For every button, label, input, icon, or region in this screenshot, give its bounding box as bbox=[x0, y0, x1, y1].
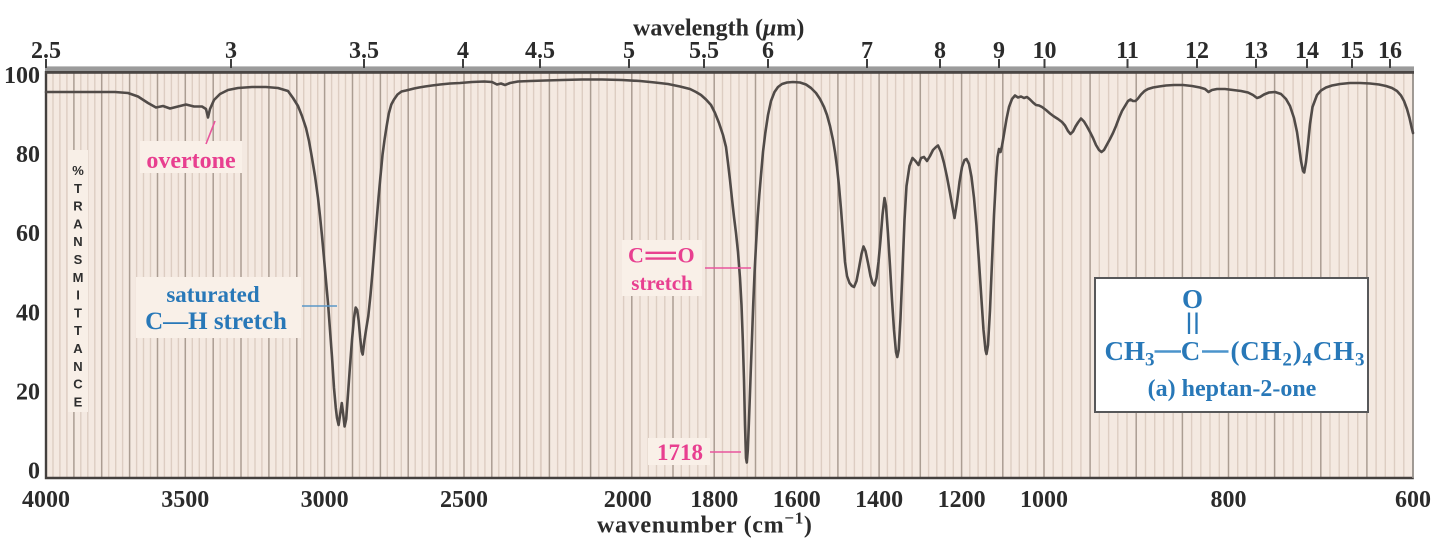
svg-text:13: 13 bbox=[1244, 38, 1268, 64]
svg-text:5: 5 bbox=[623, 38, 635, 64]
svg-text:9: 9 bbox=[993, 38, 1005, 64]
svg-text:600: 600 bbox=[1395, 487, 1431, 513]
svg-text:O: O bbox=[677, 243, 694, 268]
svg-text:1718: 1718 bbox=[657, 440, 703, 465]
svg-text:1800: 1800 bbox=[690, 487, 738, 513]
svg-text:overtone: overtone bbox=[146, 148, 236, 174]
svg-text:(CH2)4CH3: (CH2)4CH3 bbox=[1231, 336, 1366, 371]
svg-text:I: I bbox=[76, 288, 80, 303]
svg-text:40: 40 bbox=[16, 300, 40, 326]
svg-text:T: T bbox=[74, 181, 82, 196]
svg-text:saturated: saturated bbox=[166, 282, 259, 307]
svg-text:N: N bbox=[73, 359, 82, 374]
svg-text:M: M bbox=[73, 270, 84, 285]
svg-text:CH3: CH3 bbox=[1105, 336, 1155, 371]
svg-text:stretch: stretch bbox=[631, 271, 693, 295]
svg-text:A: A bbox=[73, 341, 83, 356]
svg-text:wavelength (μm): wavelength (μm) bbox=[633, 16, 804, 42]
svg-text:3500: 3500 bbox=[161, 487, 209, 513]
svg-text:3: 3 bbox=[225, 38, 237, 64]
svg-text:T: T bbox=[74, 305, 82, 320]
svg-text:R: R bbox=[73, 199, 83, 214]
svg-text:15: 15 bbox=[1340, 38, 1364, 64]
svg-text:C: C bbox=[1181, 336, 1201, 366]
svg-text:100: 100 bbox=[4, 63, 40, 89]
svg-text:3000: 3000 bbox=[301, 487, 349, 513]
svg-text:6: 6 bbox=[762, 38, 774, 64]
svg-text:4000: 4000 bbox=[22, 487, 70, 513]
svg-text:2000: 2000 bbox=[604, 487, 652, 513]
svg-text:E: E bbox=[74, 394, 83, 409]
svg-text:14: 14 bbox=[1295, 38, 1319, 64]
svg-text:C: C bbox=[73, 377, 83, 392]
svg-text:12: 12 bbox=[1185, 38, 1209, 64]
svg-text:10: 10 bbox=[1033, 38, 1057, 64]
svg-text:1400: 1400 bbox=[855, 487, 903, 513]
svg-text:C—H stretch: C—H stretch bbox=[145, 308, 287, 335]
svg-text:1000: 1000 bbox=[1020, 487, 1068, 513]
svg-text:A: A bbox=[73, 216, 83, 231]
svg-text:T: T bbox=[74, 323, 82, 338]
svg-text:2500: 2500 bbox=[440, 487, 488, 513]
svg-text:4: 4 bbox=[457, 38, 469, 64]
svg-text:N: N bbox=[73, 234, 82, 249]
svg-text:11: 11 bbox=[1116, 38, 1139, 64]
svg-text:3.5: 3.5 bbox=[349, 38, 379, 64]
svg-text:20: 20 bbox=[16, 379, 40, 405]
svg-text:16: 16 bbox=[1378, 38, 1402, 64]
svg-text:wavenumber (cm−1): wavenumber (cm−1) bbox=[597, 509, 813, 539]
svg-text:C: C bbox=[628, 243, 644, 268]
svg-text:2.5: 2.5 bbox=[31, 38, 61, 64]
svg-text:0: 0 bbox=[28, 459, 40, 485]
svg-text:5.5: 5.5 bbox=[689, 38, 719, 64]
svg-text:800: 800 bbox=[1211, 487, 1247, 513]
svg-text:(a) heptan-2-one: (a) heptan-2-one bbox=[1148, 376, 1317, 402]
svg-text:1600: 1600 bbox=[773, 487, 821, 513]
svg-text:1200: 1200 bbox=[938, 487, 986, 513]
svg-text:7: 7 bbox=[861, 38, 873, 64]
svg-text:%: % bbox=[72, 163, 84, 178]
svg-text:60: 60 bbox=[16, 221, 40, 247]
svg-text:80: 80 bbox=[16, 142, 40, 168]
svg-text:4.5: 4.5 bbox=[525, 38, 555, 64]
svg-text:O: O bbox=[1182, 284, 1203, 314]
svg-text:8: 8 bbox=[934, 38, 946, 64]
svg-text:S: S bbox=[74, 252, 83, 267]
